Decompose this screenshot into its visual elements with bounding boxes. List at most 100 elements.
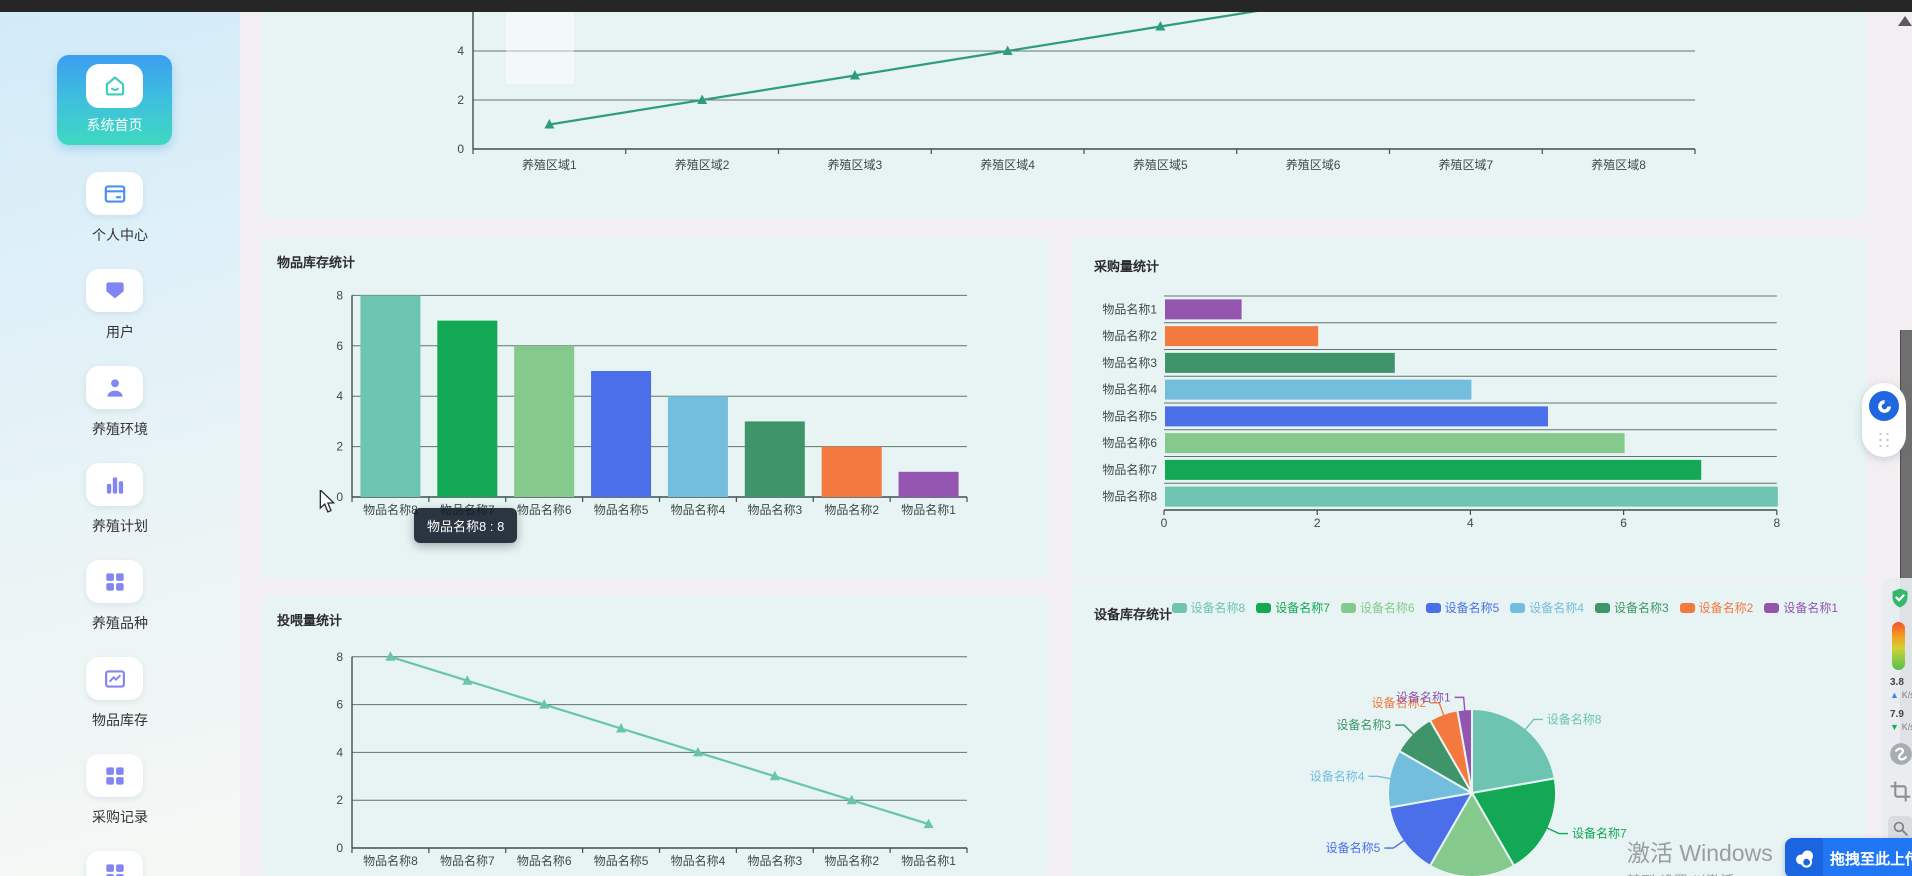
bar[interactable]	[514, 345, 575, 497]
line-marker[interactable]	[1002, 45, 1013, 56]
axis-label: 物品名称3	[1102, 355, 1157, 370]
axis-label: 物品名称1	[901, 502, 956, 517]
shield-check-icon[interactable]	[1888, 586, 1912, 615]
upload-button-label: 拖拽至此上传	[1830, 850, 1912, 868]
pie-slice[interactable]	[1428, 791, 1516, 876]
panel-title: 采购量统计	[1094, 259, 1160, 274]
legend-item[interactable]: 设备名称6	[1340, 599, 1415, 616]
chart-tooltip: 物品名称8 : 8	[414, 508, 518, 543]
bar[interactable]	[898, 471, 959, 497]
chat-float-widget[interactable]	[1862, 383, 1906, 457]
sidebar-item-label: 养殖品种	[92, 615, 148, 631]
panel-title: 物品库存统计	[277, 255, 356, 270]
axis-label: 养殖区域5	[1133, 157, 1188, 172]
data-line[interactable]	[390, 655, 929, 826]
data-line[interactable]	[549, 12, 1618, 126]
device-stock-pie-chart[interactable]: 设备名称8 设备名称7 设备名称5 设备名称4 设备名称3 设备名称2 设备名称1	[1072, 583, 1866, 876]
sidebar-item-extra[interactable]	[0, 851, 240, 876]
line-marker[interactable]	[539, 699, 550, 709]
legend-item[interactable]: 设备名称3	[1594, 599, 1669, 616]
bar[interactable]	[821, 446, 882, 497]
chart-highlight-overlay	[506, 12, 574, 84]
bar[interactable]	[744, 421, 805, 497]
axis-label: 2	[336, 793, 343, 807]
bar[interactable]	[1165, 486, 1778, 507]
bar[interactable]	[1165, 326, 1319, 347]
sidebar-item-users[interactable]: 用户	[0, 269, 240, 366]
legend-item[interactable]: 设备名称1	[1764, 599, 1838, 616]
axis-label: 4	[1467, 516, 1474, 530]
legend-item[interactable]: 设备名称5	[1425, 599, 1499, 616]
sidebar-item-profile[interactable]: 个人中心	[0, 172, 240, 269]
axis-label: 物品名称5	[1102, 408, 1157, 423]
line-marker[interactable]	[544, 119, 555, 129]
sidebar-item-purchases[interactable]: 采购记录	[0, 754, 240, 851]
line-marker[interactable]	[923, 818, 934, 829]
sidebar-item-environment[interactable]: 养殖环境	[0, 366, 240, 463]
axis-label: 设备名称5	[1326, 840, 1381, 855]
axis-label: 6	[336, 339, 343, 353]
item-stock-bar-chart[interactable]: 02468物品名称8物品名称7物品名称6物品名称5物品名称4物品名称3物品名称2…	[262, 237, 1049, 579]
bar[interactable]	[1165, 459, 1702, 480]
axis-label: 4	[336, 745, 343, 759]
legend-item[interactable]: 设备名称8	[1171, 599, 1245, 616]
mouse-cursor	[316, 488, 338, 519]
bar[interactable]	[1165, 433, 1625, 454]
line-marker[interactable]	[462, 675, 473, 685]
bar[interactable]	[667, 396, 728, 497]
drag-upload-button[interactable]: 拖拽至此上传	[1785, 838, 1912, 876]
sidebar-item-label: 用户	[106, 324, 134, 340]
bar[interactable]	[437, 320, 498, 497]
legend-item[interactable]: 设备名称4	[1510, 599, 1584, 616]
legend-item[interactable]: 设备名称2	[1679, 599, 1753, 616]
line-marker[interactable]	[385, 651, 396, 661]
bar[interactable]	[1165, 379, 1472, 400]
line-marker[interactable]	[769, 770, 780, 781]
axis-label: 6	[1620, 516, 1627, 530]
axis-label: 养殖区域4	[980, 157, 1035, 172]
axis-label: 物品名称6	[517, 502, 572, 517]
sidebar-item-label: 养殖计划	[92, 518, 148, 534]
legend-label: 设备名称3	[1613, 601, 1669, 615]
drag-grip-icon[interactable]	[1877, 431, 1891, 447]
sidebar-item-home[interactable]: 系统首页	[57, 55, 172, 145]
bar[interactable]	[360, 295, 421, 497]
legend-item[interactable]: 设备名称7	[1256, 599, 1330, 616]
feeding-line-chart[interactable]: 0 2 4 6 8 物品名称8 物品名称7 物品名称6 物品名称5 物品名称4 物品名称3 物品名称2…	[262, 595, 1049, 876]
scrollbar-up-arrow[interactable]	[1898, 16, 1912, 26]
axis-label: 养殖区域3	[828, 157, 883, 172]
pie-legend: 设备名称8 设备名称7 设备名称6 设备名称5 设备名称4 设备名称3 设备名称2 设备名称1	[1171, 599, 1838, 616]
legend-swatch-icon	[1425, 602, 1441, 613]
card-icon	[86, 172, 143, 215]
line-marker[interactable]	[849, 70, 860, 80]
legend-label: 设备名称6	[1359, 601, 1415, 615]
legend-swatch-icon	[1594, 602, 1610, 613]
magnifier-icon[interactable]	[1888, 816, 1912, 841]
line-marker[interactable]	[1155, 21, 1166, 31]
bar[interactable]	[1165, 406, 1548, 427]
region-line-chart-panel: 0 2 4 养殖区域1 养殖区域2 养殖区域3 养殖区域4 养殖区域5 养殖区域6 养殖区域7 养殖…	[262, 12, 1866, 218]
grid-icon	[86, 754, 143, 797]
network-meter-gauge[interactable]	[1892, 622, 1905, 670]
axis-label: 4	[336, 389, 343, 403]
legend-swatch-icon	[1510, 602, 1526, 613]
bar[interactable]	[1165, 299, 1242, 320]
bar[interactable]	[1165, 352, 1395, 373]
crop-screenshot-icon[interactable]	[1888, 779, 1912, 809]
axis-label: 物品名称1	[901, 853, 956, 868]
region-line-chart[interactable]: 0 2 4 养殖区域1 养殖区域2 养殖区域3 养殖区域4 养殖区域5 养殖区域6 养殖区域7 养殖…	[262, 12, 1866, 218]
line-marker[interactable]	[846, 794, 857, 805]
sidebar-item-plan[interactable]: 养殖计划	[0, 463, 240, 560]
line-marker[interactable]	[697, 94, 708, 105]
sidebar-item-breeds[interactable]: 养殖品种	[0, 560, 240, 657]
purchase-hbar-chart[interactable]: 0 2 4 6 8 物品名称1 物品名称2 物品名称3 物品名称4 物品名称5 物品名称6 物品名称7…	[1072, 237, 1866, 579]
bar[interactable]	[591, 371, 652, 497]
purchase-panel: 采购量统计 0 2 4 6 8 物品名称1 物品名称2 物品名称3 物品名称4 物品名称5 物品名称…	[1072, 237, 1866, 579]
line-marker[interactable]	[692, 746, 703, 757]
swirl-tool-icon[interactable]	[1888, 741, 1912, 772]
upload-speed: 3.8 ▲ K/s	[1890, 677, 1912, 700]
axis-label: 2	[1314, 516, 1321, 530]
axis-label: 设备名称7	[1572, 826, 1627, 841]
line-marker[interactable]	[616, 723, 627, 733]
sidebar-item-inventory[interactable]: 物品库存	[0, 657, 240, 754]
